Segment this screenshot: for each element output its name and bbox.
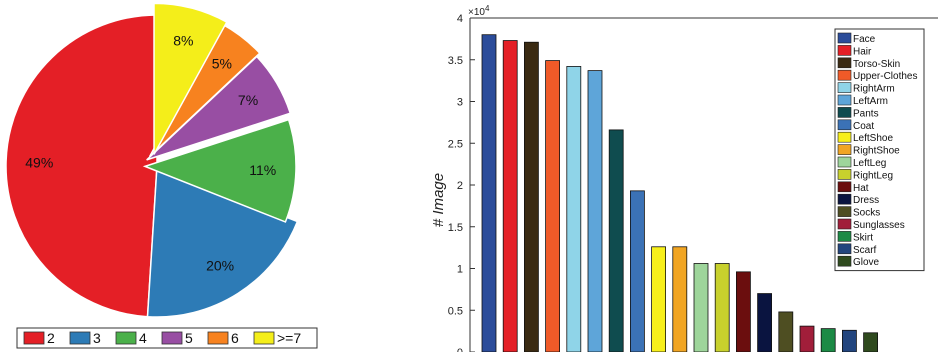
y-tick-label: 0.5: [448, 305, 463, 317]
bar-legend-swatch-scarf: [837, 243, 852, 255]
bar-dress: [757, 293, 772, 352]
bar-legend-swatch-hair: [837, 45, 852, 56]
bar-hat: [736, 271, 751, 352]
pie-legend-swatch-gte-7: [253, 331, 275, 345]
pie-label-6: 5%: [212, 55, 232, 71]
bar-legend-label-rightshoe: RightShoe: [853, 146, 900, 157]
pie-slice-4: [142, 118, 297, 223]
pie-legend-swatch-4: [115, 331, 137, 345]
pie-label-5: 7%: [238, 92, 258, 108]
y-tick-label: 3: [457, 97, 463, 109]
bar-sunglasses: [799, 325, 815, 352]
bar-legend-label-hair: Hair: [853, 46, 872, 57]
bar-legend-swatch-pants: [837, 107, 852, 118]
bar-rightleg: [714, 263, 730, 352]
bar-legend: FaceHairTorso-SkinUpper-ClothesRightArmL…: [834, 28, 925, 272]
y-tick-label: 0: [457, 347, 463, 352]
bar-rightarm: [566, 66, 582, 352]
y-axis-label: # Image: [430, 173, 447, 227]
bar-face: [481, 34, 497, 352]
y-tick-label: 1: [457, 264, 463, 276]
bar-legend-swatch-hat: [837, 181, 852, 193]
bar-hair: [502, 40, 518, 352]
bar-legend-label-rightarm: RightArm: [853, 84, 895, 95]
pie-legend-swatch-2: [23, 331, 45, 345]
bar-skirt: [820, 328, 836, 352]
bar-legend-label-hat: Hat: [853, 183, 869, 194]
y-exponent-power: 4: [485, 4, 490, 13]
bar-legend-swatch-face: [837, 32, 852, 44]
bar-leftshoe: [651, 246, 666, 352]
bar-legend-swatch-glove: [837, 255, 852, 267]
bar-upper-clothes: [545, 60, 560, 352]
bar-legend-swatch-dress: [837, 193, 852, 205]
bar-torso-skin: [524, 41, 539, 352]
bar-legend-swatch-skirt: [837, 231, 852, 242]
bar-legend-swatch-rightarm: [837, 82, 852, 93]
bar-leftarm: [587, 70, 603, 352]
bar-legend-swatch-torso-skin: [837, 57, 852, 69]
pie-label-3: 20%: [206, 257, 234, 273]
bar-legend-label-skirt: Skirt: [853, 232, 873, 243]
bar-legend-swatch-coat: [837, 119, 852, 131]
bar-scarf: [842, 329, 857, 352]
pie-legend-label-gte-7: >=7: [277, 330, 301, 346]
y-tick-label: 3.5: [448, 55, 463, 67]
bar-legend-label-upper-clothes: Upper-Clothes: [853, 71, 917, 82]
bar-legend-label-rightleg: RightLeg: [853, 170, 893, 181]
bar-legend-swatch-rightshoe: [837, 144, 852, 155]
pie-label-2: 49%: [25, 154, 53, 170]
bar-legend-label-coat: Coat: [853, 121, 874, 132]
bar-legend-swatch-leftshoe: [837, 131, 852, 143]
y-tick-label: 2: [457, 180, 463, 192]
bar-legend-label-leftshoe: LeftShoe: [853, 133, 893, 144]
pie-legend-label-5: 5: [185, 330, 193, 346]
bar-leftleg: [693, 263, 709, 352]
bar-legend-swatch-leftleg: [837, 156, 852, 168]
bar-legend-swatch-socks: [837, 206, 852, 217]
pie-legend-label-3: 3: [93, 330, 101, 346]
pie-label-4: 11%: [249, 162, 276, 178]
pie-slice-gte-7: [153, 2, 228, 155]
bar-legend-label-pants: Pants: [853, 108, 879, 119]
bar-legend-label-face: Face: [853, 34, 876, 45]
bar-legend-label-socks: Socks: [853, 208, 880, 219]
bar-glove: [863, 332, 878, 352]
bar-pants: [608, 129, 624, 352]
y-tick-label: 1.5: [448, 222, 463, 234]
pie-slice-2: [5, 14, 158, 318]
pie-legend-label-4: 4: [139, 330, 147, 346]
pie-legend-swatch-3: [69, 331, 91, 345]
bar-rightshoe: [672, 246, 688, 352]
bar-legend-label-leftarm: LeftArm: [853, 96, 888, 107]
bar-socks: [778, 311, 794, 352]
bar-coat: [630, 190, 645, 352]
bar-legend-label-scarf: Scarf: [853, 245, 877, 256]
bar-legend-label-glove: Glove: [853, 257, 880, 268]
bar-chart: 00.511.522.533.54×104# Image: [430, 4, 938, 352]
y-exponent-label: ×104: [468, 4, 490, 18]
y-tick-label: 4: [457, 13, 463, 25]
bar-legend-label-leftleg: LeftLeg: [853, 158, 886, 169]
bar-legend-swatch-sunglasses: [837, 218, 852, 230]
pie-chart: 49% 20% 11% 7% 5% 8%: [5, 2, 299, 318]
bar-legend-label-sunglasses: Sunglasses: [853, 220, 905, 231]
bar-legend-label-dress: Dress: [853, 195, 879, 206]
pie-legend: 2 3 4 5 6 >=7: [16, 327, 318, 349]
pie-legend-label-6: 6: [231, 330, 239, 346]
pie-legend-label-2: 2: [47, 330, 55, 346]
pie-legend-swatch-5: [161, 331, 183, 345]
pie-slice-3: [146, 164, 299, 318]
bar-legend-label-torso-skin: Torso-Skin: [853, 59, 900, 70]
y-tick-label: 2.5: [448, 138, 463, 150]
pie-legend-swatch-6: [207, 331, 229, 345]
bar-legend-swatch-upper-clothes: [837, 69, 852, 81]
bar-legend-swatch-leftarm: [837, 94, 852, 106]
pie-label-gte-7: 8%: [173, 32, 193, 48]
bar-legend-swatch-rightleg: [837, 169, 852, 180]
